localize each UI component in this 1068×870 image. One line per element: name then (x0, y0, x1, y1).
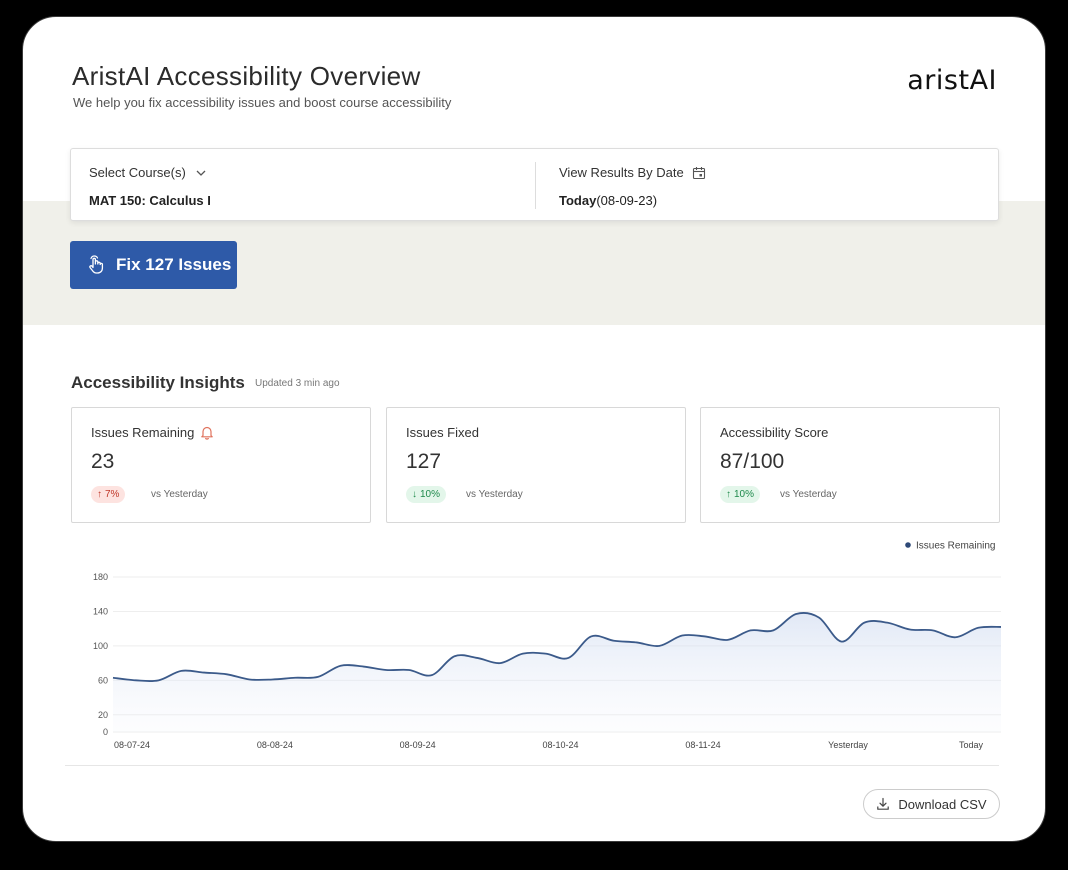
delta-badge: ↑ 7% (91, 486, 126, 503)
legend-marker (905, 542, 911, 548)
filter-divider (535, 162, 536, 209)
legend-label: Issues Remaining (916, 541, 995, 552)
x-tick-label: 08-11-24 (685, 740, 720, 750)
stat-card-accessibility-score: Accessibility Score 87/100 ↑ 10% vs Yeste… (700, 407, 1000, 523)
fix-issues-label: Fix 127 Issues (116, 255, 232, 274)
page-subtitle: We help you fix accessibility issues and… (73, 95, 452, 110)
x-axis: 08-07-24 08-08-24 08-09-24 08-10-24 08-11-24… (114, 740, 984, 750)
date-selector-label[interactable]: View Results By Date (559, 165, 706, 180)
course-value: MAT 150: Calculus I (89, 193, 211, 208)
date-label-text: View Results By Date (559, 165, 684, 180)
stat-label: Issues Fixed (406, 425, 479, 440)
download-icon (877, 797, 890, 810)
date-selector[interactable]: View Results By Date Today(08-09-23) (559, 149, 979, 220)
series-line (112, 612, 1002, 683)
y-tick-label: 140 (93, 606, 108, 616)
stat-value: 87/100 (720, 450, 785, 473)
bell-icon[interactable] (200, 425, 214, 440)
stat-card-issues-fixed: Issues Fixed 127 ↓ 10% vs Yesterday (386, 407, 686, 523)
download-csv-label: Download CSV (898, 796, 987, 812)
download-csv-button[interactable]: Download CSV (863, 789, 1000, 819)
calendar-icon[interactable] (692, 166, 706, 180)
series-area (113, 612, 1001, 732)
fix-issues-button[interactable]: Fix 127 Issues (70, 241, 237, 289)
arrow-up-icon: ↑ (726, 489, 731, 500)
stat-value: 23 (91, 450, 115, 473)
x-tick-label: Today (959, 740, 984, 750)
arrow-up-icon: ↑ (97, 489, 102, 500)
y-tick-label: 20 (98, 710, 108, 720)
issues-chart: 0 20 60 100 140 180 08-07-24 08-08-24 08-09-24 0… (63, 537, 1003, 757)
y-tick-label: 60 (98, 675, 108, 685)
y-axis: 0 20 60 100 140 180 (93, 572, 108, 737)
course-selector[interactable]: Select Course(s) MAT 150: Calculus I (89, 149, 529, 220)
arrow-down-icon: ↓ (412, 489, 417, 500)
chart-divider (65, 765, 999, 766)
y-tick-label: 100 (93, 641, 108, 651)
delta-badge: ↓ 10% (406, 486, 447, 503)
comparison-text: vs Yesterday (151, 489, 208, 500)
y-tick-label: 180 (93, 572, 108, 582)
delta-badge: ↑ 10% (720, 486, 761, 503)
chart-legend: Issues Remaining (905, 541, 995, 552)
dashboard-window: AristAI Accessibility Overview We help y… (22, 16, 1046, 842)
updated-timestamp: Updated 3 min ago (255, 378, 340, 389)
page-title: AristAI Accessibility Overview (72, 61, 421, 91)
course-label-text: Select Course(s) (89, 165, 186, 180)
stat-value: 127 (406, 450, 442, 473)
comparison-text: vs Yesterday (466, 489, 523, 500)
stat-label: Accessibility Score (720, 425, 829, 440)
stat-card-issues-remaining: Issues Remaining 23 ↑ 7% vs Yesterday (71, 407, 371, 523)
insights-title: Accessibility Insights (71, 373, 245, 392)
x-tick-label: 08-08-24 (257, 740, 293, 750)
x-tick-label: 08-07-24 (114, 740, 150, 750)
y-tick-label: 0 (103, 727, 108, 737)
date-value: Today(08-09-23) (559, 193, 658, 208)
stat-label: Issues Remaining (91, 425, 214, 440)
comparison-text: vs Yesterday (780, 489, 837, 500)
x-tick-label: 08-10-24 (543, 740, 579, 750)
chevron-down-icon[interactable] (194, 166, 208, 180)
tap-hand-icon (89, 255, 104, 274)
brand-logo: aristAI (907, 65, 997, 96)
x-tick-label: Yesterday (828, 740, 868, 750)
filter-card: Select Course(s) MAT 150: Calculus I Vie… (70, 148, 999, 221)
x-tick-label: 08-09-24 (400, 740, 436, 750)
course-selector-label[interactable]: Select Course(s) (89, 165, 208, 180)
